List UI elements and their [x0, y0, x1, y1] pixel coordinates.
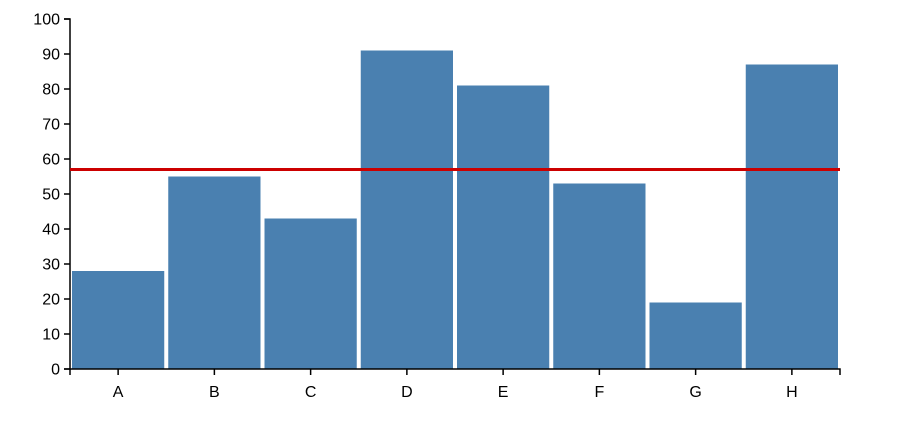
bar-c [264, 218, 357, 369]
bar-b [168, 176, 261, 369]
x-tick-label-b: B [209, 384, 220, 401]
x-tick-label-a: A [113, 384, 124, 401]
y-tick-label: 100 [33, 12, 60, 29]
x-tick-label-e: E [498, 384, 509, 401]
y-tick-label: 0 [51, 362, 60, 379]
bars-group [72, 50, 838, 369]
y-axis: 0 10 20 30 40 50 60 70 80 90 100 [33, 12, 71, 379]
x-tick-label-c: C [305, 384, 317, 401]
x-tick-label-g: G [689, 384, 701, 401]
bar-e [457, 85, 550, 369]
bar-h [745, 64, 838, 369]
x-tick-label-f: F [594, 384, 604, 401]
y-tick-label: 70 [42, 117, 60, 134]
bar-a [72, 271, 165, 369]
x-axis-line [69, 368, 841, 375]
y-tick-label: 40 [42, 222, 60, 239]
y-tick-label: 30 [42, 257, 60, 274]
y-tick-label: 10 [42, 327, 60, 344]
bar-g [649, 302, 742, 369]
y-tick-label: 90 [42, 47, 60, 64]
x-tick-label-d: D [401, 384, 413, 401]
x-axis: A B C D E F G H [69, 368, 841, 401]
bar-d [360, 50, 453, 369]
y-tick-label: 80 [42, 82, 60, 99]
y-tick-label: 20 [42, 292, 60, 309]
y-tick-label: 60 [42, 152, 60, 169]
y-tick-label: 50 [42, 187, 60, 204]
bar-f [553, 183, 646, 369]
x-tick-label-h: H [786, 384, 798, 401]
